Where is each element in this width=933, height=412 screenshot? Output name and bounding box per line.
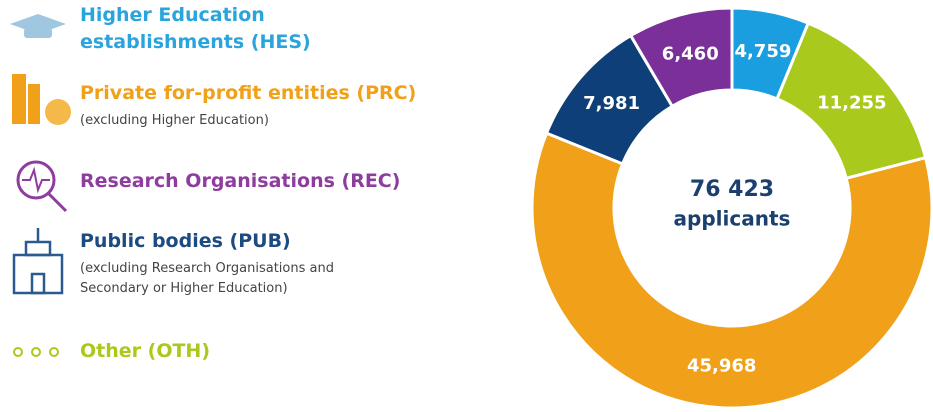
icon-rec — [16, 160, 68, 213]
legend-item: Research Organisations (REC) — [80, 168, 425, 195]
legend-name: Public bodies (PUB) — [80, 230, 291, 252]
donut-slice — [530, 131, 933, 410]
legend-name: Higher Education establishments (HES) — [80, 4, 311, 53]
value-label: 45,968 — [687, 356, 756, 377]
center-value: 76 423 — [690, 177, 774, 202]
value-label: 4,759 — [734, 41, 791, 62]
center-text: applicants — [674, 207, 791, 231]
icon-pub — [12, 228, 64, 295]
legend-note: (excluding Higher Education) — [80, 113, 269, 128]
value-label: 6,460 — [662, 44, 719, 65]
legend-name: Research Organisations (REC) — [80, 170, 401, 192]
legend-name: Private for-profit entities (PRC) — [80, 82, 417, 104]
legend-item: Other (OTH) — [80, 338, 425, 365]
legend-item: Public bodies (PUB) (excluding Research O… — [80, 228, 425, 299]
legend-item: Higher Education establishments (HES) — [80, 2, 425, 56]
donut-slice — [628, 6, 734, 109]
value-label: 7,981 — [583, 93, 640, 114]
legend-note: (excluding Research Organisations and Se… — [80, 261, 334, 296]
icon-hes — [10, 14, 66, 38]
legend-item: Private for-profit entities (PRC) (exclud… — [80, 80, 425, 131]
icon-oth — [13, 347, 59, 357]
icon-prc — [12, 74, 71, 125]
value-label: 11,255 — [817, 93, 886, 114]
legend-name: Other (OTH) — [80, 340, 211, 362]
